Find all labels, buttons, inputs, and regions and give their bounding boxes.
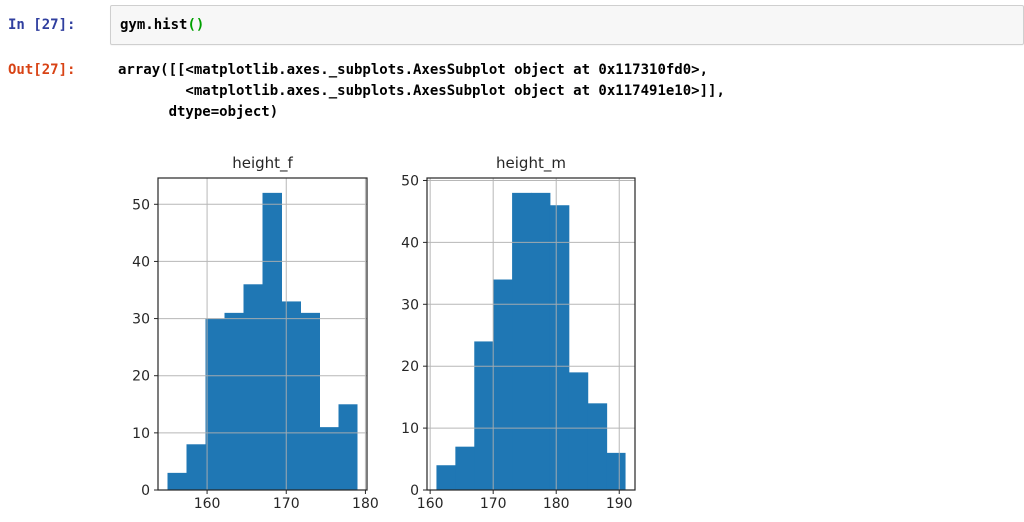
y-tick-label: 20 <box>401 359 419 375</box>
gridlines <box>427 178 635 491</box>
x-tick-label: 180 <box>543 496 570 512</box>
histogram-bar <box>587 403 608 490</box>
histogram-bar <box>474 341 494 490</box>
histogram-bar <box>262 192 282 491</box>
histogram-bar <box>436 465 456 490</box>
code-cell[interactable]: gym.hist() <box>110 5 1024 45</box>
y-tick-label: 30 <box>132 312 150 328</box>
code-text: gym.hist <box>120 17 188 33</box>
histogram-height-f: 160 170 180 0 10 20 30 40 50 height_f <box>132 154 379 512</box>
gridlines <box>158 178 367 491</box>
tick-marks <box>423 179 620 494</box>
histogram-bar <box>224 312 244 490</box>
input-prompt: In [27]: <box>8 17 76 33</box>
histogram-bars <box>436 192 626 491</box>
x-tick-label: 190 <box>606 496 633 512</box>
y-tick-label: 0 <box>410 483 419 499</box>
y-tick-label: 50 <box>401 173 419 189</box>
tick-labels: 160 170 180 0 10 20 30 40 50 <box>132 197 379 512</box>
tick-labels: 160 170 180 190 0 10 20 30 40 50 <box>401 173 632 512</box>
y-tick-label: 40 <box>132 254 150 270</box>
histogram-bar <box>455 446 475 490</box>
histogram-bar <box>167 472 187 490</box>
x-tick-label: 170 <box>480 496 507 512</box>
y-tick-label: 10 <box>401 421 419 437</box>
y-tick-label: 50 <box>132 197 150 213</box>
histogram-bars <box>167 192 358 491</box>
histogram-bar <box>493 279 513 490</box>
histogram-bar <box>549 205 570 491</box>
axes-spines <box>157 177 368 491</box>
y-tick-label: 30 <box>401 297 419 313</box>
x-tick-label: 160 <box>194 496 221 512</box>
chart-title: height_m <box>496 154 566 173</box>
x-tick-label: 160 <box>417 496 444 512</box>
histogram-bar <box>319 427 339 490</box>
histogram-bar <box>512 192 532 491</box>
chart-title: height_f <box>232 154 293 173</box>
histogram-bar <box>531 192 551 491</box>
histogram-bar <box>300 312 320 490</box>
histogram-bar <box>568 372 589 490</box>
histogram-height-m: 160 170 180 190 0 10 20 30 40 50 height_m <box>401 154 636 512</box>
y-tick-label: 10 <box>132 426 150 442</box>
output-text: array([[<matplotlib.axes._subplots.AxesS… <box>118 62 725 120</box>
y-tick-label: 20 <box>132 369 150 385</box>
histogram-bar <box>338 404 358 490</box>
histogram-bar <box>186 444 206 490</box>
histogram-bar <box>606 452 626 490</box>
axes-spines <box>426 177 636 491</box>
y-tick-label: 40 <box>401 235 419 251</box>
y-tick-label: 0 <box>141 483 150 499</box>
histogram-bar <box>281 301 301 490</box>
x-tick-label: 180 <box>352 496 379 512</box>
tick-marks <box>154 203 366 494</box>
output-prompt: Out[27]: <box>8 62 76 78</box>
x-tick-label: 170 <box>273 496 300 512</box>
code-parens: () <box>187 17 205 33</box>
histogram-bar <box>205 318 225 490</box>
histogram-bar <box>243 284 263 490</box>
